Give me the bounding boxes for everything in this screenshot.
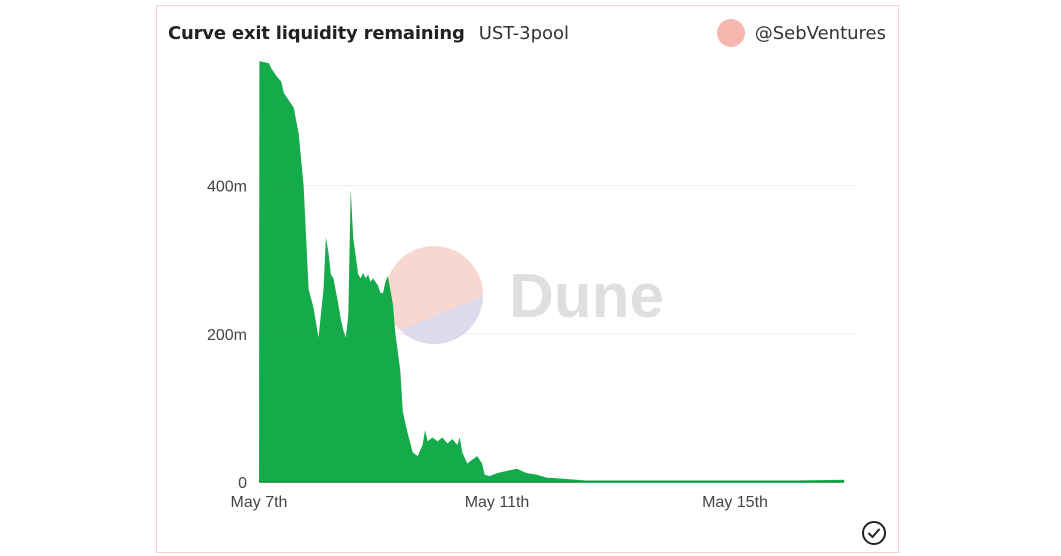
liquidity-area-series xyxy=(259,61,845,482)
checkmark-circle-icon[interactable] xyxy=(861,520,887,546)
dune-logo-icon xyxy=(385,246,483,344)
chart-subtitle: UST-3pool xyxy=(478,22,570,44)
x-axis-ticks: May 7th May 11th May 15th xyxy=(231,494,768,511)
y-tick-label: 0 xyxy=(238,475,247,492)
author-name: @SebVentures xyxy=(754,22,886,44)
x-tick-label: May 7th xyxy=(231,494,288,511)
chart-header: Curve exit liquidity remaining UST-3pool… xyxy=(168,19,886,47)
y-axis-ticks: 0 200m 400m xyxy=(207,179,247,492)
chart-title: Curve exit liquidity remaining xyxy=(168,22,465,44)
y-tick-label: 400m xyxy=(207,179,247,196)
author-link[interactable]: @SebVentures xyxy=(716,19,886,47)
y-tick-label: 200m xyxy=(207,327,247,344)
area-chart: Dune 0 200m 400m May 7th May 11th May 15th xyxy=(207,61,854,511)
watermark-text: Dune xyxy=(509,262,664,331)
chart-card: Curve exit liquidity remaining UST-3pool… xyxy=(156,5,899,553)
dune-watermark: Dune xyxy=(385,246,664,344)
x-tick-label: May 15th xyxy=(702,494,768,511)
author-avatar xyxy=(716,19,745,47)
x-tick-label: May 11th xyxy=(465,494,530,511)
